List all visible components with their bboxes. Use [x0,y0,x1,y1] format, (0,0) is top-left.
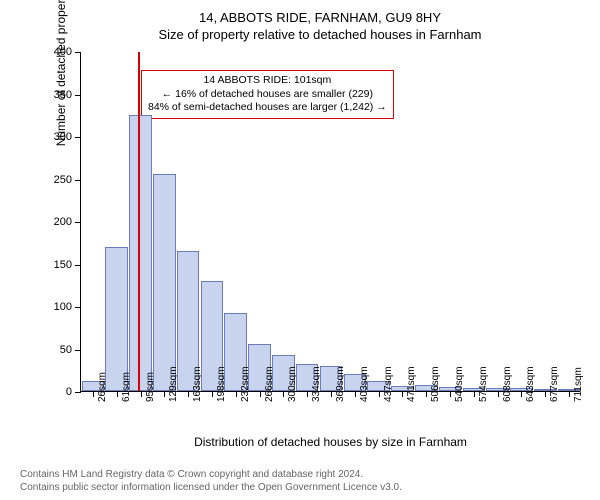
y-tick-label: 350 [54,89,72,101]
y-tick [75,52,81,53]
x-tick [236,391,237,397]
x-tick [93,391,94,397]
x-tick [188,391,189,397]
x-tick-label: 437sqm [383,366,394,402]
histogram-bar [153,174,176,391]
y-tick-label: 150 [54,259,72,271]
footer-line2: Contains public sector information licen… [20,481,402,494]
y-tick-label: 200 [54,216,72,228]
annotation-line3: 84% of semi-detached houses are larger (… [148,101,387,115]
x-tick [450,391,451,397]
x-tick [569,391,570,397]
y-tick [75,350,81,351]
x-tick [474,391,475,397]
y-tick-label: 400 [54,46,72,58]
x-tick [402,391,403,397]
x-tick [141,391,142,397]
x-tick [521,391,522,397]
y-tick-label: 100 [54,301,72,313]
y-tick [75,392,81,393]
footer-line1: Contains HM Land Registry data © Crown c… [20,468,402,481]
x-tick [212,391,213,397]
annotation-box: 14 ABBOTS RIDE: 101sqm ← 16% of detached… [141,70,394,119]
chart-container: 14, ABBOTS RIDE, FARNHAM, GU9 8HY Size o… [50,10,590,450]
x-tick-label: 643sqm [525,366,536,402]
x-tick-label: 711sqm [573,367,584,402]
histogram-bar [129,115,152,391]
y-tick-label: 300 [54,131,72,143]
y-tick-label: 0 [66,386,72,398]
annotation-line1: 14 ABBOTS RIDE: 101sqm [148,74,387,88]
y-tick-label: 50 [60,344,72,356]
x-tick-label: 574sqm [478,366,489,402]
y-tick [75,95,81,96]
y-tick [75,180,81,181]
x-tick [164,391,165,397]
x-tick [307,391,308,397]
x-tick [379,391,380,397]
x-tick [260,391,261,397]
x-tick [426,391,427,397]
plot-area: Number of detached properties Distributi… [80,52,580,392]
x-tick [117,391,118,397]
x-tick-label: 540sqm [454,366,465,402]
x-tick [545,391,546,397]
x-tick-label: 506sqm [430,366,441,402]
histogram-bar [105,247,128,392]
chart-subtitle: Size of property relative to detached ho… [50,27,590,42]
x-tick [283,391,284,397]
x-tick-label: 677sqm [549,366,560,402]
annotation-line2: ← 16% of detached houses are smaller (22… [148,88,387,102]
x-axis-label: Distribution of detached houses by size … [81,435,580,449]
y-tick-label: 250 [54,174,72,186]
y-axis-label: Number of detached properties [54,0,68,146]
x-tick [331,391,332,397]
property-marker-line [138,52,140,391]
x-tick [355,391,356,397]
y-tick [75,137,81,138]
y-tick [75,222,81,223]
x-tick [498,391,499,397]
chart-title-address: 14, ABBOTS RIDE, FARNHAM, GU9 8HY [50,10,590,25]
y-tick [75,265,81,266]
y-tick [75,307,81,308]
x-tick-label: 608sqm [502,366,513,402]
footer: Contains HM Land Registry data © Crown c… [20,468,402,494]
